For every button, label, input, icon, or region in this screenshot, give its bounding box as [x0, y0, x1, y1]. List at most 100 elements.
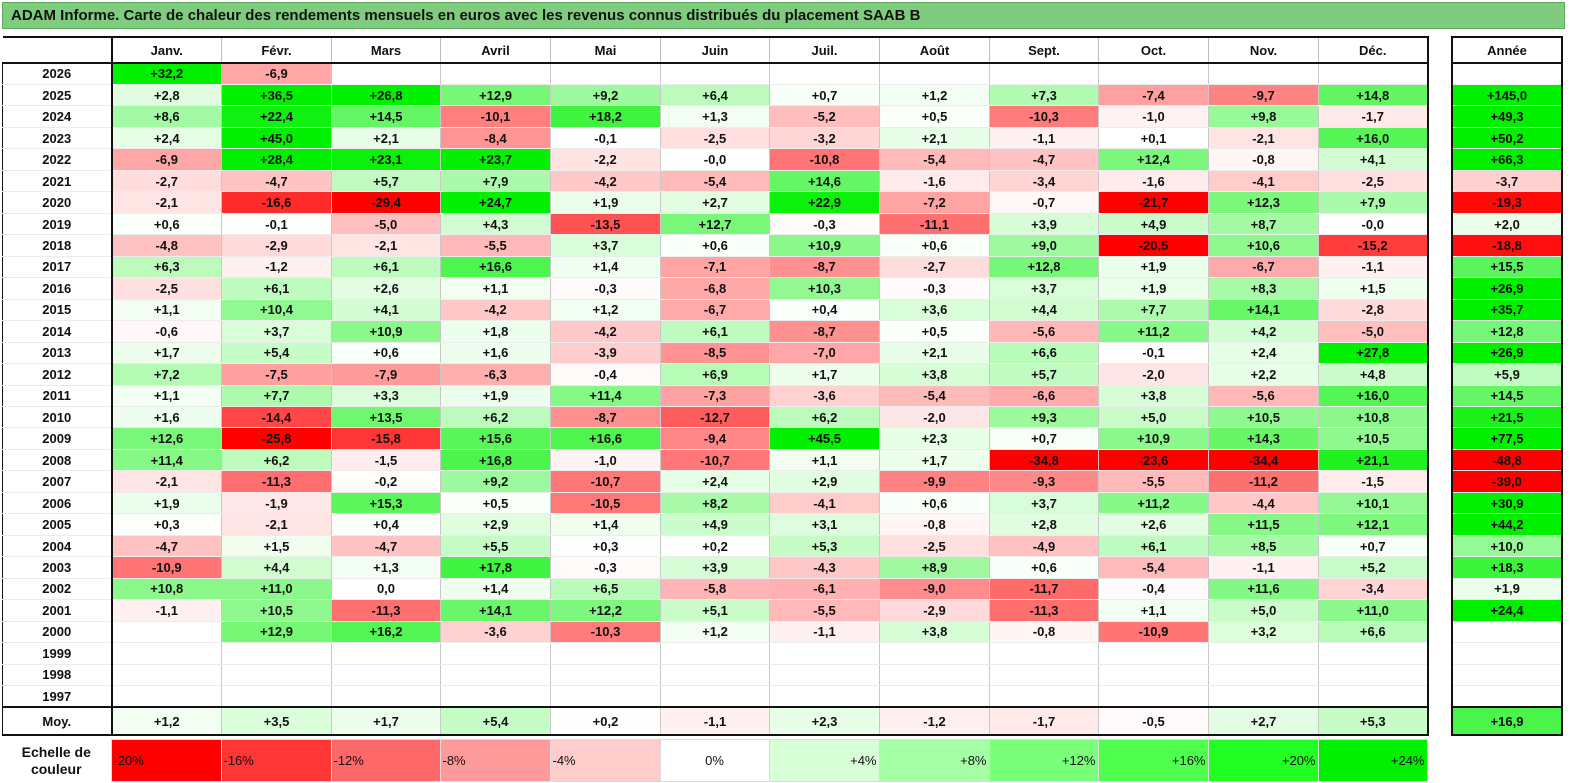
heatmap-cell: -4,2 — [440, 299, 551, 322]
year-label: 2016 — [2, 277, 113, 300]
year-total-header: Année — [1451, 36, 1563, 64]
heatmap-cell: -1,0 — [550, 449, 661, 472]
heatmap-cell: +4,3 — [440, 213, 551, 236]
heatmap-cell: -10,5 — [550, 492, 661, 515]
heatmap-cell: +0,7 — [989, 427, 1099, 450]
heatmap-row: 2007 -2,1 -11,3 -0,2 +9,2 -10,7 +2,4 +2,9 -9,9 -9… — [2, 470, 1429, 493]
heatmap-cell: -10,1 — [440, 105, 551, 128]
heatmap-row: 2017 +6,3 -1,2 +6,1 +16,6 +1,4 -7,1 -8,7 -2,7 +12… — [2, 256, 1429, 279]
heatmap-cell: -2,9 — [221, 234, 332, 257]
heatmap-cell: +0,6 — [879, 234, 990, 257]
year-total-cell: +35,7 — [1451, 299, 1563, 322]
heatmap-cell: +8,9 — [879, 556, 990, 579]
color-scale-step: -4% — [549, 739, 661, 782]
heatmap-cell: +7,7 — [1098, 299, 1209, 322]
year-label: 2018 — [2, 234, 113, 257]
heatmap-cell — [550, 685, 661, 708]
heatmap-cell: -3,4 — [989, 170, 1099, 193]
month-header: Nov. — [1208, 36, 1319, 64]
heatmap-cell: +12,9 — [440, 84, 551, 107]
year-label: 2014 — [2, 320, 113, 343]
heatmap-cell: -2,0 — [879, 406, 990, 429]
heatmap-cell: +7,3 — [989, 84, 1099, 107]
year-total-row: +21,5 — [1451, 406, 1563, 429]
heatmap-row: 2025 +2,8 +36,5 +26,8 +12,9 +9,2 +6,4 +0,7 +1,2 +… — [2, 84, 1429, 107]
heatmap-cell: -9,0 — [879, 578, 990, 601]
average-cell: -1,7 — [989, 706, 1099, 737]
year-label: 2006 — [2, 492, 113, 515]
heatmap-cell: -4,2 — [550, 170, 661, 193]
heatmap-cell: -1,1 — [1208, 556, 1319, 579]
heatmap-cell: -5,4 — [1098, 556, 1209, 579]
heatmap-cell: +26,8 — [331, 84, 441, 107]
heatmap-cell: +3,8 — [879, 621, 990, 644]
heatmap-cell: -1,6 — [879, 170, 990, 193]
average-cell: +5,3 — [1318, 706, 1429, 737]
heatmap-cell — [989, 685, 1099, 708]
heatmap-cell: +3,7 — [221, 320, 332, 343]
heatmap-cell: +0,2 — [660, 535, 770, 558]
year-label: 2020 — [2, 191, 113, 214]
heatmap-cell: +5,5 — [440, 535, 551, 558]
heatmap-cell: -15,8 — [331, 427, 441, 450]
heatmap-cell: -5,2 — [769, 105, 880, 128]
heatmap-cell: +2,4 — [111, 127, 222, 150]
heatmap-cell — [660, 642, 770, 665]
heatmap-cell: +3,8 — [879, 363, 990, 386]
color-scale-step: +4% — [768, 739, 880, 782]
heatmap-cell: -8,5 — [660, 342, 770, 365]
heatmap-cell — [221, 642, 332, 665]
heatmap-cell: +0,1 — [1098, 127, 1209, 150]
heatmap-cell: +14,1 — [440, 599, 551, 622]
year-total-row: +24,4 — [1451, 599, 1563, 622]
heatmap-cell: -14,4 — [221, 406, 332, 429]
color-scale-step: -16% — [220, 739, 332, 782]
year-total-cell: -19,3 — [1451, 191, 1563, 214]
heatmap-cell: -3,9 — [550, 342, 661, 365]
heatmap-cell: +1,4 — [550, 513, 661, 536]
heatmap-cell: +22,4 — [221, 105, 332, 128]
year-total-cell: -39,0 — [1451, 470, 1563, 493]
heatmap-cell: +18,2 — [550, 105, 661, 128]
year-total-cell: -18,8 — [1451, 234, 1563, 257]
heatmap-cell — [331, 63, 441, 85]
heatmap-cell: -1,5 — [1318, 470, 1429, 493]
monthly-heatmap-table: Janv. Févr. Mars Avril Mai Juin Juil. Août Sept.… — [2, 36, 1429, 737]
month-header: Févr. — [221, 36, 332, 64]
heatmap-cell: +0,5 — [879, 105, 990, 128]
heatmap-cell: +2,6 — [331, 277, 441, 300]
heatmap-cell: +4,4 — [221, 556, 332, 579]
heatmap-cell: -4,4 — [1208, 492, 1319, 515]
heatmap-cell: +11,4 — [550, 385, 661, 408]
heatmap-cell — [1208, 664, 1319, 687]
heatmap-cell: -4,7 — [111, 535, 222, 558]
heatmap-cell: +16,0 — [1318, 385, 1429, 408]
year-total-cell: +49,3 — [1451, 105, 1563, 128]
heatmap-cell: +1,6 — [111, 406, 222, 429]
heatmap-cell: +6,2 — [221, 449, 332, 472]
year-total-cell: +44,2 — [1451, 513, 1563, 536]
heatmap-cell: +0,4 — [769, 299, 880, 322]
average-cell: +5,4 — [440, 706, 551, 737]
heatmap-cell: +6,6 — [989, 342, 1099, 365]
heatmap-cell: -0,3 — [879, 277, 990, 300]
heatmap-cell: +13,5 — [331, 406, 441, 429]
heatmap-cell: -0,1 — [221, 213, 332, 236]
heatmap-cell: -10,8 — [769, 148, 880, 171]
year-total-row: -18,8 — [1451, 234, 1563, 257]
heatmap-cell: +4,1 — [331, 299, 441, 322]
year-total-cell: +18,3 — [1451, 556, 1563, 579]
year-total-cell — [1451, 63, 1563, 85]
year-label: 2013 — [2, 342, 113, 365]
heatmap-cell: -25,8 — [221, 427, 332, 450]
heatmap-cell: +21,1 — [1318, 449, 1429, 472]
heatmap-cell: +1,1 — [1098, 599, 1209, 622]
heatmap-cell: -5,5 — [769, 599, 880, 622]
heatmap-row: 2000 +12,9 +16,2 -3,6 -10,3 +1,2 -1,1 +3,8 -0,8-… — [2, 621, 1429, 644]
heatmap-cell: +8,7 — [1208, 213, 1319, 236]
year-total-cell: +1,9 — [1451, 578, 1563, 601]
year-total-row: +1,9 — [1451, 578, 1563, 601]
heatmap-cell: +9,0 — [989, 234, 1099, 257]
heatmap-cell: -2,5 — [111, 277, 222, 300]
year-total-cell: +50,2 — [1451, 127, 1563, 150]
